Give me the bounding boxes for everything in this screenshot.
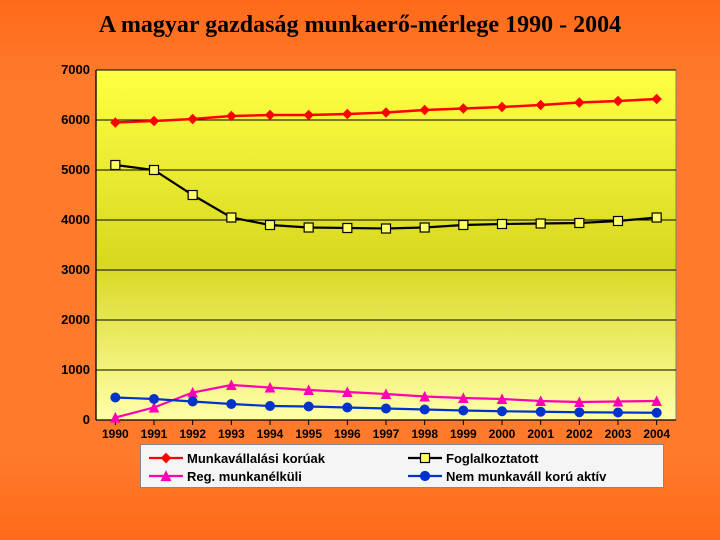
legend-item-munkavallalasi: Munkavállalási korúak	[149, 449, 396, 467]
svg-text:2001: 2001	[527, 427, 554, 441]
legend-label: Nem munkaváll korú aktív	[446, 469, 606, 484]
svg-text:1992: 1992	[179, 427, 206, 441]
svg-text:1998: 1998	[411, 427, 438, 441]
svg-text:7000: 7000	[61, 62, 90, 77]
legend-item-reg_munkanelkuli: Reg. munkanélküli	[149, 467, 396, 485]
legend-swatch	[408, 451, 442, 465]
legend-swatch	[149, 469, 183, 483]
svg-text:1995: 1995	[295, 427, 322, 441]
svg-text:2000: 2000	[489, 427, 516, 441]
slide-page: A magyar gazdaság munkaerő-mérlege 1990 …	[0, 0, 720, 540]
chart-container: 0 1000 2000 3000 4000 5000 6000 7000 1990 1991 199…	[44, 62, 684, 502]
svg-text:4000: 4000	[61, 212, 90, 227]
svg-text:2000: 2000	[61, 312, 90, 327]
legend-item-foglalkoztatott: Foglalkoztatott	[408, 449, 655, 467]
svg-text:1996: 1996	[334, 427, 361, 441]
svg-text:1994: 1994	[257, 427, 284, 441]
svg-text:1991: 1991	[141, 427, 168, 441]
svg-text:1000: 1000	[61, 362, 90, 377]
legend-swatch	[408, 469, 442, 483]
legend-label: Munkavállalási korúak	[187, 451, 325, 466]
svg-text:1990: 1990	[102, 427, 129, 441]
legend: Munkavállalási korúak Foglalkoztatott Reg.…	[140, 444, 664, 488]
svg-text:2004: 2004	[643, 427, 670, 441]
legend-item-nem_munkavall: Nem munkaváll korú aktív	[408, 467, 655, 485]
svg-text:3000: 3000	[61, 262, 90, 277]
legend-swatch	[149, 451, 183, 465]
svg-text:5000: 5000	[61, 162, 90, 177]
svg-text:1999: 1999	[450, 427, 477, 441]
svg-text:2002: 2002	[566, 427, 593, 441]
svg-text:1993: 1993	[218, 427, 245, 441]
chart-title: A magyar gazdaság munkaerő-mérlege 1990 …	[0, 12, 720, 39]
svg-text:6000: 6000	[61, 112, 90, 127]
line-chart: 0 1000 2000 3000 4000 5000 6000 7000 1990 1991 199…	[44, 62, 684, 502]
svg-text:0: 0	[83, 412, 90, 427]
legend-label: Reg. munkanélküli	[187, 469, 302, 484]
svg-text:1997: 1997	[373, 427, 400, 441]
svg-text:2003: 2003	[605, 427, 632, 441]
legend-label: Foglalkoztatott	[446, 451, 538, 466]
